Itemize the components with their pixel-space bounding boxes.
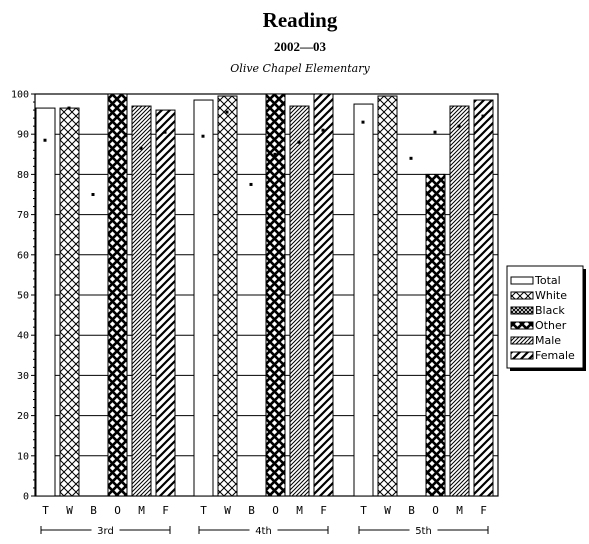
school-name: Olive Chapel Elementary [230, 62, 370, 75]
y-tick-label: 60 [17, 250, 29, 261]
chart-subtitle: 2002—03 [274, 39, 327, 54]
category-label: W [66, 504, 73, 517]
legend-swatch [510, 336, 534, 345]
category-label: B [90, 504, 97, 517]
legend-label: White [535, 289, 567, 302]
bar-4th-W [217, 95, 238, 497]
marker-5th-O [433, 130, 437, 134]
bar-4th-F [313, 93, 334, 497]
plot-area: 0 10 20 30 40 50 60 70 80 90 100 T W B O M F 3rd T W B O M F 4th… [11, 90, 499, 537]
chart-title: Reading [263, 8, 338, 32]
bar-4th-O [265, 93, 286, 497]
bar-3rd-M [131, 105, 152, 497]
y-tick-label: 20 [17, 411, 29, 422]
marker-3rd-M [139, 146, 143, 150]
category-label: B [248, 504, 255, 517]
group-label: 4th [255, 526, 272, 537]
legend-swatch [510, 351, 534, 360]
legend-swatch [510, 306, 534, 315]
y-tick-label: 50 [17, 291, 29, 302]
bar-3rd-W [59, 107, 80, 497]
legend-swatch [510, 291, 534, 300]
category-label: F [162, 504, 169, 517]
y-tick-label: 90 [17, 130, 29, 141]
bar-3rd-O [107, 93, 128, 497]
marker-5th-F [481, 114, 485, 118]
category-label: F [480, 504, 487, 517]
marker-3rd-T [43, 138, 47, 142]
marker-5th-B [409, 156, 413, 160]
marker-3rd-W [67, 106, 71, 110]
category-label: T [42, 504, 49, 517]
bar-3rd-T [35, 107, 56, 497]
category-label: F [320, 504, 327, 517]
category-label: O [272, 504, 279, 517]
bar-5th-F [473, 99, 494, 497]
category-label: O [114, 504, 121, 517]
category-label: T [360, 504, 367, 517]
y-tick-label: 10 [17, 451, 29, 462]
marker-4th-M [297, 140, 301, 144]
y-tick-label: 30 [17, 371, 29, 382]
legend-label: Other [535, 319, 567, 332]
marker-4th-O [273, 152, 277, 156]
category-label: T [200, 504, 207, 517]
marker-5th-T [361, 120, 365, 124]
bar-5th-W [377, 95, 398, 497]
y-tick-label: 80 [17, 170, 29, 181]
y-tick-label: 70 [17, 210, 29, 221]
marker-5th-M [457, 124, 461, 128]
legend: Total White Black Other Male Female [506, 265, 586, 371]
group-label: 3rd [97, 526, 114, 537]
bar-4th-T [193, 99, 214, 497]
category-label: B [408, 504, 415, 517]
category-label: W [224, 504, 231, 517]
marker-4th-T [201, 134, 205, 138]
category-label: O [432, 504, 439, 517]
marker-4th-F [321, 128, 325, 132]
category-label: M [296, 504, 303, 517]
group-label: 5th [415, 526, 432, 537]
category-label: W [384, 504, 391, 517]
y-tick-label: 0 [23, 492, 29, 503]
legend-label: Male [535, 334, 561, 347]
marker-4th-W [225, 110, 229, 114]
marker-3rd-O [115, 150, 119, 154]
bar-3rd-F [155, 109, 176, 497]
marker-4th-B [249, 182, 253, 186]
legend-swatch [510, 276, 534, 285]
legend-swatch [510, 321, 534, 330]
legend-label: Total [534, 274, 561, 287]
marker-3rd-F [163, 130, 167, 134]
bar-5th-O [425, 173, 446, 497]
category-label: M [456, 504, 463, 517]
legend-label: Female [535, 349, 575, 362]
bar-4th-M [289, 105, 310, 497]
legend-label: Black [535, 304, 565, 317]
y-tick-label: 100 [11, 90, 29, 101]
category-label: M [138, 504, 145, 517]
marker-3rd-B [91, 193, 95, 196]
bar-5th-T [353, 103, 374, 497]
y-tick-label: 40 [17, 331, 29, 342]
bar-5th-M [449, 105, 470, 497]
